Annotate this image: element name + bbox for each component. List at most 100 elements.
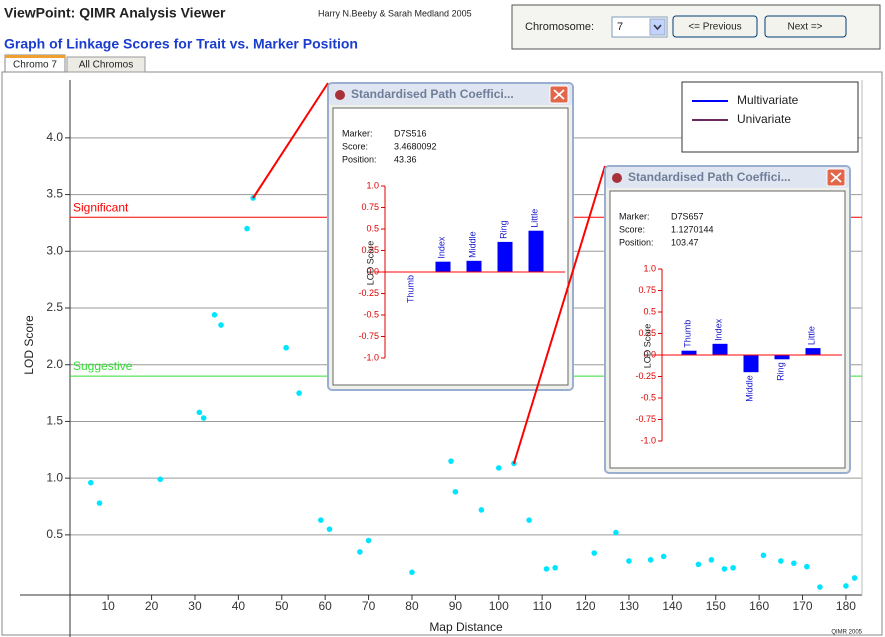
data-point (200, 415, 207, 421)
bar (774, 355, 790, 360)
bar (528, 230, 544, 272)
next-label: Next => (787, 22, 822, 33)
x-tick-label: 170 (793, 599, 813, 613)
popup-window: Standardised Path Coeffici... Marker: D7S6… (604, 165, 851, 474)
x-tick-label: 80 (405, 599, 419, 613)
info-label: Marker: (342, 128, 373, 138)
previous-label: <= Previous (688, 22, 741, 33)
data-point (647, 557, 654, 563)
data-point (196, 409, 203, 416)
app-title: ViewPoint: QIMR Analysis Viewer (4, 5, 226, 21)
bar (435, 261, 451, 272)
y-tick-label: 0.75 (638, 285, 656, 295)
data-point (96, 500, 103, 506)
x-tick-label: 150 (706, 599, 726, 613)
chromosome-value: 7 (617, 21, 623, 33)
x-tick-label: 100 (489, 599, 509, 613)
data-point (721, 566, 728, 572)
info-value: 3.4680092 (394, 141, 437, 151)
y-tick-label: -0.5 (640, 392, 656, 402)
x-tick-label: 60 (318, 599, 332, 613)
link-line (252, 82, 329, 199)
data-point (851, 575, 858, 581)
y-tick-label: 3.5 (46, 187, 63, 201)
legend-label: Univariate (737, 112, 791, 126)
x-tick-label: 130 (619, 599, 639, 613)
threshold-label: Suggestive (73, 359, 133, 373)
y-tick-label: 0.5 (366, 223, 379, 233)
info-value: D7S657 (671, 211, 704, 221)
category-label: Ring (498, 220, 508, 239)
category-label: Middle (467, 231, 477, 258)
y-tick-label: -0.75 (358, 331, 379, 341)
y-tick-label: 1.5 (46, 414, 63, 428)
y-tick-label: -0.25 (635, 371, 656, 381)
data-point (778, 558, 784, 564)
info-value: D7S516 (394, 128, 427, 138)
data-point (695, 561, 702, 568)
y-tick-label: 0.0 (366, 266, 379, 276)
y-tick-label: 0.25 (361, 245, 379, 255)
y-tick-label: 1.0 (366, 180, 379, 190)
previous-button[interactable] (672, 15, 758, 38)
x-axis-label: Map Distance (429, 620, 503, 634)
link-line (512, 165, 606, 465)
select-arrow[interactable] (649, 18, 666, 36)
footer: QIMR 2005 (831, 630, 862, 636)
x-tick-label: 160 (749, 599, 769, 613)
info-value: 103.47 (671, 237, 699, 247)
data-point (708, 557, 715, 563)
window-icon (335, 90, 345, 100)
y-tick-label: 1.0 (643, 263, 656, 273)
data-point (760, 552, 767, 559)
close-icon (553, 89, 565, 100)
info-value: 43.36 (394, 154, 417, 164)
y-tick-label: 0.75 (361, 202, 379, 212)
y-tick-label: 0.5 (46, 527, 63, 541)
x-tick-label: 90 (449, 599, 463, 613)
category-label: Index (713, 318, 723, 341)
data-point (211, 312, 218, 318)
y-tick-label: -1.0 (640, 435, 656, 445)
tab-label: All Chromos (79, 60, 133, 71)
x-tick-label: 10 (102, 599, 116, 613)
next-button[interactable] (764, 15, 847, 38)
data-point (409, 569, 415, 576)
tab[interactable] (66, 56, 146, 73)
x-tick-label: 20 (145, 599, 159, 613)
y-tick-label: -0.25 (358, 288, 379, 298)
chromosome-label: Chromosome: (525, 21, 594, 33)
data-point (591, 550, 598, 556)
close-icon (830, 172, 842, 183)
bar (743, 355, 759, 373)
window-title: Standardised Path Coeffici... (351, 87, 514, 101)
data-point (660, 553, 667, 560)
data-point (526, 517, 532, 523)
data-point (843, 583, 849, 589)
x-tick-label: 110 (533, 599, 552, 613)
category-label: Ring (775, 362, 785, 381)
tab-highlight (5, 55, 65, 58)
data-point (495, 465, 502, 471)
authors: Harry N.Beeby & Sarah Medland 2005 (318, 8, 472, 18)
legend-label: Multivariate (737, 93, 799, 107)
y-tick-label: -0.5 (363, 309, 379, 319)
data-point (283, 344, 289, 351)
x-tick-label: 30 (188, 599, 202, 613)
data-point (157, 476, 164, 483)
subtitle: Graph of Linkage Scores for Trait vs. Ma… (4, 36, 358, 52)
category-label: Little (806, 326, 816, 345)
y-axis-label: LOD Score (642, 324, 652, 369)
x-tick-label: 120 (576, 599, 596, 613)
x-tick-label: 70 (362, 599, 376, 613)
data-point (318, 517, 324, 523)
bar (712, 343, 728, 355)
data-point (552, 564, 558, 571)
content-panel (609, 190, 846, 469)
data-point (326, 526, 333, 533)
y-tick-label: -0.75 (635, 414, 656, 424)
info-label: Position: (342, 154, 377, 164)
popup-window: Standardised Path Coeffici... Marker: D7S5… (327, 82, 574, 391)
data-point (730, 564, 736, 571)
info-label: Marker: (619, 211, 650, 221)
